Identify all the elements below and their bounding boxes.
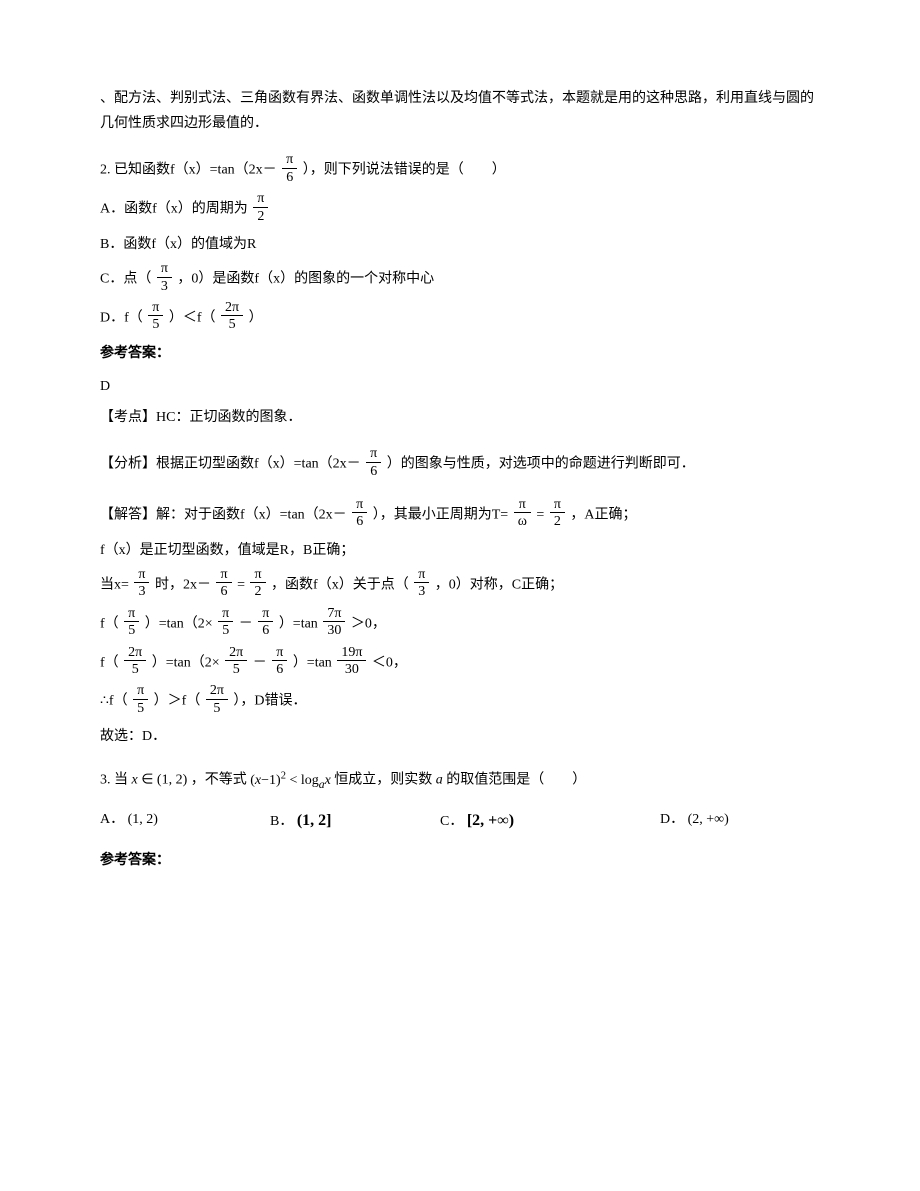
frac-pi-6d: π6 <box>216 567 231 600</box>
frac-pi-6f: π6 <box>272 645 287 678</box>
d21: f（ <box>100 655 119 670</box>
q3-s1: 3. 当 <box>100 773 128 788</box>
q3-a: a <box>436 773 443 788</box>
lblD: D． <box>660 812 684 827</box>
q2-opt-c-post: ，0）是函数f（x）的图象的一个对称中心 <box>177 272 434 287</box>
frac-pi-6b: π6 <box>366 446 381 479</box>
frac-pi-5b: π5 <box>124 606 139 639</box>
d24: ）=tan <box>293 655 332 670</box>
q2-solve-result: ∴f（ π5 ）＞f（ 2π5 ），D错误． <box>100 685 820 718</box>
q2-ana-pre: 【分析】根据正切型函数f（x）=tan（2x－ <box>100 457 361 472</box>
d25: ＜0， <box>372 655 407 670</box>
solve-pre: 【解答】解：对于函数f（x）=tan（2x－ <box>100 508 347 523</box>
q2-stem-pre: 2. 已知函数f（x）=tan（2x－ <box>100 163 277 178</box>
frac-2pi-5b: 2π5 <box>124 645 146 678</box>
q3-s4: 的取值范围是（ ） <box>446 773 586 788</box>
frac-2pi-5: 2π5 <box>221 300 243 333</box>
solve-mid: ），其最小正周期为T= <box>373 508 508 523</box>
frac-pi-5c: π5 <box>218 606 233 639</box>
frac-pi-5d: π5 <box>133 683 148 716</box>
valD: (2, +∞) <box>688 812 729 827</box>
q2-opt-d-pre: D．f（ <box>100 311 143 326</box>
q2-opt-d-mid: ）＜f（ <box>169 311 216 326</box>
q3-s2: ，不等式 <box>191 773 247 788</box>
d15: ＞0， <box>351 616 386 631</box>
d23: － <box>253 655 267 670</box>
intro-text: 、配方法、判别式法、三角函数有界法、函数单调性法以及均值不等式法，本题就是用的这… <box>100 86 820 136</box>
lblC: C． <box>440 814 463 829</box>
q2-ana-post: ）的图象与性质，对选项中的命题进行判断即可． <box>387 457 695 472</box>
frac-pi-2b: π2 <box>550 497 565 530</box>
q2-opt-a: A．函数f（x）的周期为 π2 <box>100 193 820 226</box>
q2-analysis: 【分析】根据正切型函数f（x）=tan（2x－ π6 ）的图象与性质，对选项中的… <box>100 448 820 481</box>
q3-opt-c: C． [2, +∞) <box>440 807 660 836</box>
frac-7pi-30: 7π30 <box>323 606 345 639</box>
q3-answer-label: 参考答案： <box>100 848 820 873</box>
valC: [2, +∞) <box>467 812 514 829</box>
q2-solve-b: f（x）是正切型函数，值域是R，B正确； <box>100 538 820 563</box>
q2-opt-c: C．点（ π3 ，0）是函数f（x）的图象的一个对称中心 <box>100 263 820 296</box>
q2-solve-a: 【解答】解：对于函数f（x）=tan（2x－ π6 ），其最小正周期为T= πω… <box>100 499 820 532</box>
q2-opt-c-pre: C．点（ <box>100 272 151 287</box>
q3-x-range: x ∈ (1, 2) <box>132 773 188 788</box>
q2-solve-d1: f（ π5 ）=tan（2× π5 － π6 ）=tan 7π30 ＞0， <box>100 608 820 641</box>
frac-pi-omega: πω <box>514 497 531 530</box>
sc4: ，函数f（x）关于点（ <box>271 578 409 593</box>
frac-2pi-5c: 2π5 <box>225 645 247 678</box>
q2-answer: D <box>100 374 820 399</box>
q3-opt-d: D． (2, +∞) <box>660 807 800 836</box>
q2-opt-b: B．函数f（x）的值域为R <box>100 232 820 257</box>
sr3: ），D错误． <box>233 694 306 709</box>
frac-pi-6c: π6 <box>352 497 367 530</box>
q2-stem: 2. 已知函数f（x）=tan（2x－ π6 ），则下列说法错误的是（ ） <box>100 154 820 187</box>
frac-pi-2: π2 <box>253 191 268 224</box>
q2-conclusion: 故选：D． <box>100 724 820 749</box>
solve-post: ，A正确； <box>570 508 636 523</box>
frac-pi-6: π6 <box>282 152 297 185</box>
frac-pi-6e: π6 <box>258 606 273 639</box>
d22: ）=tan（2× <box>152 655 220 670</box>
d11: f（ <box>100 616 119 631</box>
frac-19pi-30: 19π30 <box>337 645 366 678</box>
sc3: = <box>237 578 245 593</box>
lblB: B． <box>270 814 293 829</box>
valA: (1, 2) <box>128 812 158 827</box>
q2-solve-c: 当x= π3 时，2x－ π6 = π2 ，函数f（x）关于点（ π3 ，0）对… <box>100 569 820 602</box>
q2-opt-d: D．f（ π5 ）＜f（ 2π5 ） <box>100 302 820 335</box>
q3-stem: 3. 当 x ∈ (1, 2) ，不等式 (x−1)2 < logax 恒成立，… <box>100 767 820 794</box>
q2-opt-d-post: ） <box>249 311 263 326</box>
q3-s3: 恒成立，则实数 <box>334 773 432 788</box>
frac-pi-2c: π2 <box>250 567 265 600</box>
frac-pi-3b: π3 <box>134 567 149 600</box>
q3-options: A． (1, 2) B． (1, 2] C． [2, +∞) D． (2, +∞… <box>100 807 820 836</box>
lblA: A． <box>100 812 124 827</box>
q3-opt-b: B． (1, 2] <box>270 807 440 836</box>
sc1: 当x= <box>100 578 129 593</box>
q2-opt-a-pre: A．函数f（x）的周期为 <box>100 202 248 217</box>
frac-2pi-5d: 2π5 <box>206 683 228 716</box>
solve-eq: = <box>536 508 544 523</box>
q3-ineq: (x−1)2 < logax <box>250 773 331 788</box>
frac-pi-3: π3 <box>157 261 172 294</box>
q2-solve-d2: f（ 2π5 ）=tan（2× 2π5 － π6 ）=tan 19π30 ＜0， <box>100 647 820 680</box>
q3-opt-a: A． (1, 2) <box>100 807 270 836</box>
q2-answer-label: 参考答案： <box>100 341 820 366</box>
sc2: 时，2x－ <box>155 578 211 593</box>
q2-stem-post: ），则下列说法错误的是（ ） <box>303 163 506 178</box>
sr1: ∴f（ <box>100 694 128 709</box>
sr2: ）＞f（ <box>154 694 201 709</box>
d13: － <box>239 616 253 631</box>
d14: ）=tan <box>279 616 318 631</box>
sc5: ，0）对称，C正确； <box>435 578 563 593</box>
d12: ）=tan（2× <box>145 616 213 631</box>
valB: (1, 2] <box>297 812 332 829</box>
frac-pi-3c: π3 <box>414 567 429 600</box>
q2-point: 【考点】HC：正切函数的图象． <box>100 405 820 430</box>
frac-pi-5: π5 <box>148 300 163 333</box>
